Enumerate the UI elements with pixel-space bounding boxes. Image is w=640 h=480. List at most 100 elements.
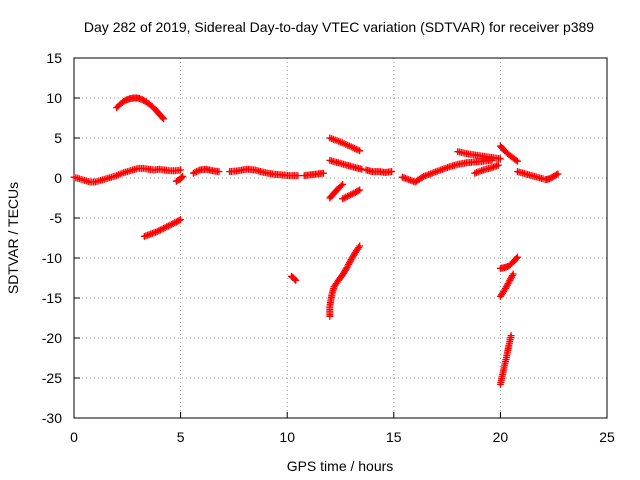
- data-point: [152, 168, 156, 172]
- data-point: [94, 180, 97, 184]
- series-arc-i: [326, 156, 366, 173]
- data-point: [488, 156, 491, 159]
- data-point: [145, 100, 148, 104]
- x-tick-label: 10: [279, 429, 295, 445]
- data-point: [482, 168, 485, 172]
- x-tick-label: 15: [386, 429, 402, 445]
- series-arc-h: [326, 134, 364, 155]
- series-arc-v: [496, 332, 515, 388]
- data-point: [88, 180, 92, 184]
- data-point: [499, 383, 502, 386]
- data-point: [490, 166, 494, 169]
- data-point: [198, 168, 201, 172]
- data-point: [328, 136, 332, 140]
- data-point: [503, 288, 506, 292]
- data-point: [467, 152, 470, 156]
- data-point: [290, 275, 293, 278]
- data-point: [503, 149, 506, 152]
- data-point: [132, 96, 135, 100]
- data-point: [179, 218, 182, 221]
- data-point: [147, 168, 150, 171]
- y-tick-label: -25: [42, 370, 62, 386]
- series-arc-b: [140, 216, 185, 240]
- series-arc-f: [287, 272, 300, 284]
- data-point: [174, 169, 177, 172]
- data-point: [482, 160, 485, 163]
- data-point: [78, 177, 81, 180]
- data-point: [163, 168, 166, 172]
- series-arc-g: [300, 169, 327, 180]
- series-marks: [189, 165, 223, 177]
- data-point: [83, 179, 86, 182]
- data-point: [123, 99, 127, 102]
- data-point: [401, 176, 404, 179]
- data-point: [516, 170, 519, 173]
- series-arc-t: [496, 253, 521, 272]
- data-point: [507, 264, 511, 268]
- series-arc-c: [172, 172, 187, 185]
- y-tick-label: 0: [54, 170, 62, 186]
- data-point: [354, 166, 357, 169]
- data-point: [328, 315, 332, 318]
- plot-frame: [73, 57, 608, 419]
- data-point: [120, 172, 124, 175]
- data-point: [337, 161, 340, 164]
- data-point: [377, 170, 381, 173]
- series-arc-l: [326, 242, 364, 320]
- data-point: [439, 168, 442, 172]
- data-point: [322, 172, 325, 175]
- data-point: [262, 171, 265, 174]
- data-marks: [70, 94, 562, 388]
- series-marks: [326, 134, 364, 155]
- data-point: [407, 178, 410, 181]
- series-arc-o: [454, 148, 504, 163]
- data-point: [158, 168, 161, 171]
- data-point: [552, 175, 555, 178]
- data-point: [168, 224, 172, 227]
- data-point: [384, 171, 387, 174]
- data-point: [556, 172, 560, 176]
- data-point: [136, 96, 140, 100]
- data-point: [292, 276, 295, 280]
- data-point: [328, 159, 332, 162]
- data-point: [347, 194, 351, 197]
- grid: [74, 58, 607, 418]
- y-tick-label: -20: [42, 330, 62, 346]
- data-point: [358, 244, 361, 248]
- data-point: [332, 192, 336, 195]
- data-point: [141, 98, 144, 101]
- data-point: [309, 173, 312, 176]
- data-point: [296, 174, 300, 177]
- data-point: [99, 179, 102, 182]
- data-point: [328, 304, 332, 308]
- data-point: [126, 170, 129, 173]
- series-arc-e: [226, 165, 302, 180]
- data-point: [149, 232, 152, 236]
- data-point: [236, 169, 240, 172]
- data-point: [477, 154, 481, 157]
- data-point: [181, 175, 184, 178]
- data-point: [507, 344, 511, 347]
- series-baseline: [70, 164, 185, 186]
- data-point: [330, 292, 334, 296]
- data-point: [364, 168, 368, 172]
- chart-title: Day 282 of 2019, Sidereal Day-to-day VTE…: [84, 19, 594, 35]
- data-point: [179, 168, 182, 172]
- series-arc-r: [513, 168, 547, 183]
- data-point: [158, 112, 161, 116]
- data-point: [337, 279, 340, 282]
- data-point: [371, 170, 374, 173]
- data-point: [499, 157, 502, 160]
- data-point: [110, 176, 113, 179]
- data-point: [501, 373, 504, 376]
- data-point: [254, 168, 257, 172]
- data-point: [162, 227, 165, 230]
- data-point: [503, 364, 506, 367]
- series-arc-q: [496, 142, 521, 165]
- data-point: [131, 168, 134, 172]
- data-point: [505, 354, 508, 357]
- data-point: [341, 197, 344, 200]
- data-point: [524, 172, 528, 176]
- data-point: [507, 153, 511, 156]
